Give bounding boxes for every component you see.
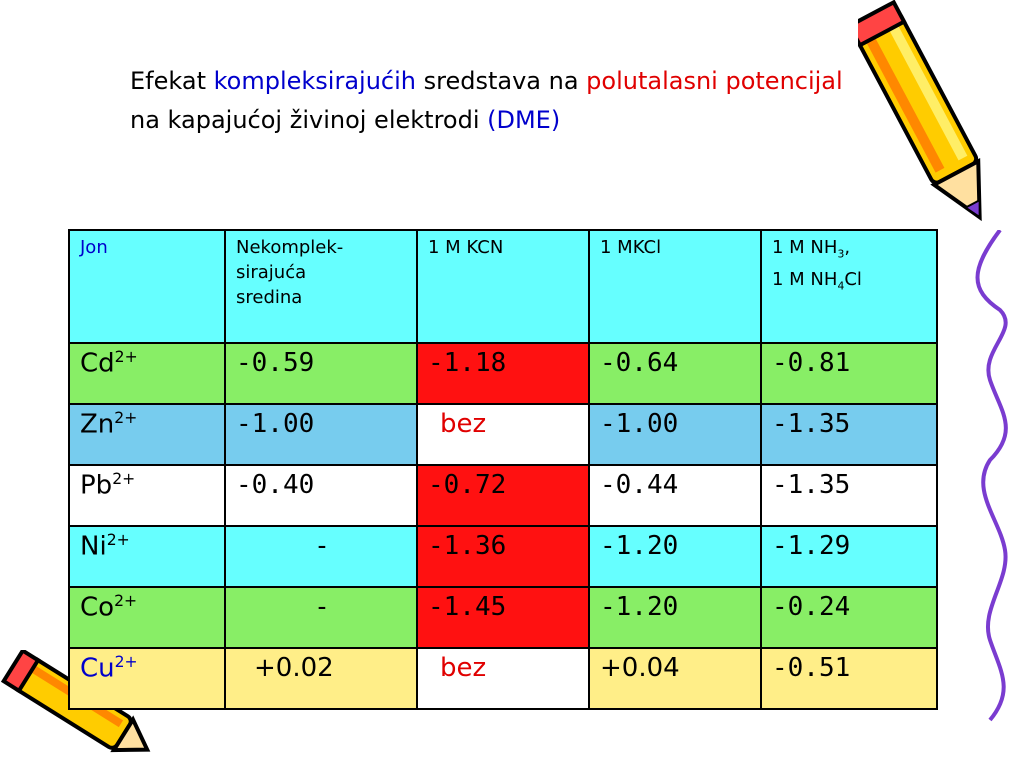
value-kcn: bez: [416, 647, 590, 710]
ion-cell: Cd2+: [68, 342, 226, 405]
table-header-row: Jon Nekomplek- sirajuća sredina 1 M KCN …: [68, 229, 938, 344]
title-text-3: na kapajućoj živinoj elektrodi: [130, 106, 488, 134]
value-noncomplexing: -0.59: [224, 342, 418, 405]
potential-table: Jon Nekomplek- sirajuća sredina 1 M KCN …: [68, 229, 938, 710]
value-kcn: -0.72: [416, 464, 590, 527]
ion-cell: Pb2+: [68, 464, 226, 527]
squiggle-line-icon: [975, 230, 1008, 722]
value-kcl: -0.64: [588, 342, 762, 405]
title-text-1: Efekat: [130, 67, 214, 95]
value-kcn: -1.36: [416, 525, 590, 588]
ion-charge: 2+: [114, 653, 138, 671]
slide-title: Efekat kompleksirajućih sredstava na pol…: [130, 62, 850, 140]
ion-symbol: Cu: [80, 653, 115, 684]
value-kcl: -0.44: [588, 464, 762, 527]
header-nh4-sub: 4: [837, 279, 845, 293]
table-row: Zn2+ -1.00 bez -1.00 -1.35: [68, 403, 938, 466]
header-noncomplexing-line2: sirajuća: [236, 262, 307, 283]
header-nh3-a: 1 M NH: [772, 237, 838, 258]
ion-cell: Cu2+: [68, 647, 226, 710]
title-highlight-dme: (DME): [487, 106, 561, 134]
value-nh3: -1.29: [760, 525, 938, 588]
value-kcl: -1.20: [588, 586, 762, 649]
value-nh3: -0.81: [760, 342, 938, 405]
value-kcn: -1.45: [416, 586, 590, 649]
value-nh3: -0.51: [760, 647, 938, 710]
table-row: Ni2+ - -1.36 -1.20 -1.29: [68, 525, 938, 588]
ion-symbol: Cd: [80, 348, 115, 379]
table-row: Cd2+ -0.59 -1.18 -0.64 -0.81: [68, 342, 938, 405]
ion-symbol: Pb: [80, 470, 113, 501]
ion-charge: 2+: [114, 592, 138, 610]
value-noncomplexing: -0.40: [224, 464, 418, 527]
ion-symbol: Co: [80, 592, 115, 623]
table-row: Cu2+ +0.02 bez +0.04 -0.51: [68, 647, 938, 710]
header-nh3-b: ,: [844, 237, 851, 258]
header-noncomplexing: Nekomplek- sirajuća sredina: [224, 229, 418, 344]
value-kcl: -1.20: [588, 525, 762, 588]
title-highlight-potential: polutalasni potencijal: [586, 67, 843, 95]
value-noncomplexing: -: [224, 525, 418, 588]
value-kcn: bez: [416, 403, 590, 466]
pencil-clipart-icon: [858, 0, 982, 222]
value-nh3: -1.35: [760, 403, 938, 466]
table-row: Pb2+ -0.40 -0.72 -0.44 -1.35: [68, 464, 938, 527]
value-nh3: -1.35: [760, 464, 938, 527]
ion-charge: 2+: [106, 531, 130, 549]
ion-cell: Co2+: [68, 586, 226, 649]
header-nh3-sub: 3: [837, 247, 845, 261]
ion-cell: Ni2+: [68, 525, 226, 588]
value-kcl: -1.00: [588, 403, 762, 466]
table-row: Co2+ - -1.45 -1.20 -0.24: [68, 586, 938, 649]
header-kcn: 1 M KCN: [416, 229, 590, 344]
header-noncomplexing-line3: sredina: [236, 287, 303, 308]
ion-cell: Zn2+: [68, 403, 226, 466]
value-noncomplexing: +0.02: [224, 647, 418, 710]
value-kcn: -1.18: [416, 342, 590, 405]
title-highlight-complexing: kompleksirajućih: [213, 67, 416, 95]
header-nh4-a: 1 M NH: [772, 268, 838, 290]
value-noncomplexing: -1.00: [224, 403, 418, 466]
header-jon: Jon: [68, 229, 226, 344]
header-kcl: 1 MKCl: [588, 229, 762, 344]
header-nh4-b: Cl: [844, 268, 862, 290]
ion-symbol: Zn: [80, 409, 115, 440]
value-noncomplexing: -: [224, 586, 418, 649]
value-kcl: +0.04: [588, 647, 762, 710]
header-nh3: 1 M NH3, 1 M NH4Cl: [760, 229, 938, 344]
header-noncomplexing-line1: Nekomplek-: [236, 237, 344, 258]
value-nh3: -0.24: [760, 586, 938, 649]
ion-charge: 2+: [112, 470, 136, 488]
ion-charge: 2+: [114, 409, 138, 427]
ion-charge: 2+: [114, 348, 138, 366]
ion-symbol: Ni: [80, 531, 107, 562]
title-text-2: sredstava na: [415, 67, 587, 95]
